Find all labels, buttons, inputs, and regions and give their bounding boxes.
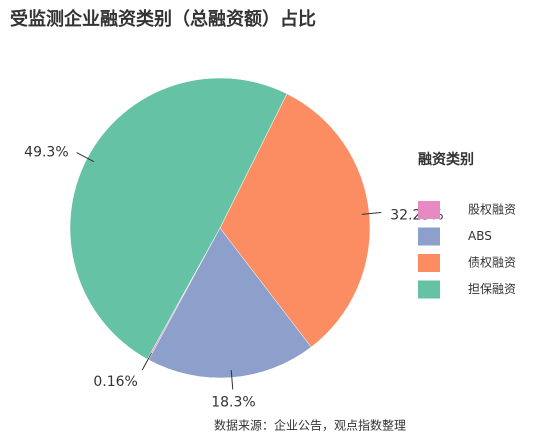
leader-line [361,212,382,215]
data-label: 18.3% [211,394,255,410]
data-label: 49.3% [24,144,68,160]
leader-line [230,370,234,390]
legend-label: ABS [468,229,492,243]
legend-label: 股权融资 [468,203,516,217]
legend-swatch [418,254,440,272]
legend-swatch [418,201,440,219]
legend-label: 担保融资 [468,282,516,296]
legend-label: 债权融资 [468,256,516,270]
data-label: 0.16% [93,374,137,390]
legend-swatch [418,227,440,246]
legend-title: 融资类别 [418,151,474,168]
leader-line [76,152,95,163]
chart-title: 受监测企业融资类别（总融资额）占比 [10,8,316,30]
leader-line [141,352,152,371]
legend-swatch [418,280,440,299]
source-note: 数据来源：企业公告，观点指数整理 [214,418,406,433]
